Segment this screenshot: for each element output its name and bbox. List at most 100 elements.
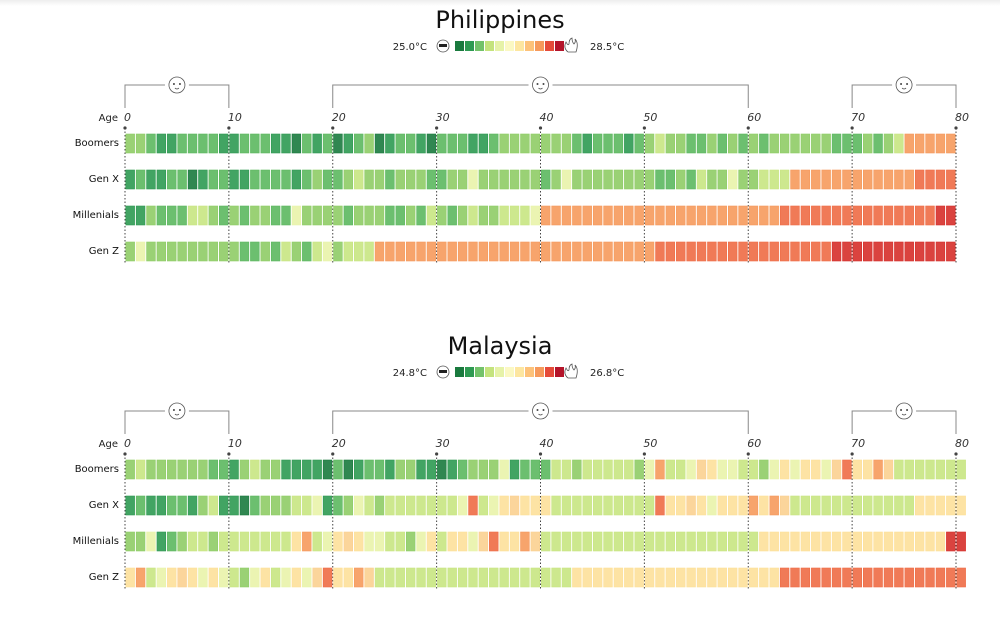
heat-cell — [135, 531, 146, 552]
x-tick-label: 30 — [436, 111, 450, 124]
heat-cell — [935, 495, 946, 516]
heat-cell — [146, 133, 156, 154]
heat-cell — [374, 495, 385, 516]
heat-cell — [437, 531, 447, 552]
heat-cell — [426, 133, 437, 154]
heat-cell — [727, 459, 738, 480]
heat-cell — [499, 495, 509, 516]
heat-cell — [800, 459, 811, 480]
heat-cell — [883, 133, 894, 154]
heat-cell — [395, 133, 405, 154]
heat-cell — [748, 205, 759, 226]
x-tick-label: 10 — [228, 111, 242, 124]
heat-cell — [374, 133, 385, 154]
heat-cell — [509, 459, 520, 480]
heat-cell — [302, 459, 312, 480]
x-tick-dot — [642, 126, 646, 130]
heat-cell — [499, 133, 509, 154]
heat-cell — [167, 205, 177, 226]
heat-cell — [676, 495, 686, 516]
heat-cell — [634, 169, 644, 190]
heat-cell — [914, 169, 925, 190]
heat-cell — [592, 459, 603, 480]
heat-cell — [821, 133, 831, 154]
legend-bin — [555, 367, 564, 377]
heat-cell — [800, 495, 811, 516]
heat-cell — [218, 133, 229, 154]
x-tick-dot — [227, 126, 231, 130]
heat-cell — [509, 241, 520, 262]
x-tick-label: 70 — [851, 437, 865, 450]
heat-cell — [738, 459, 748, 480]
heat-cell — [914, 205, 925, 226]
heat-cell — [551, 169, 561, 190]
heat-cell — [437, 169, 447, 190]
heat-cell — [946, 495, 956, 516]
heat-cell — [540, 241, 551, 262]
heat-cell — [707, 205, 717, 226]
heat-cell — [665, 241, 676, 262]
heat-cell — [457, 459, 468, 480]
elder-face-icon — [895, 76, 913, 94]
heat-cell — [883, 531, 894, 552]
heat-cell — [904, 567, 914, 588]
heat-cell — [437, 241, 447, 262]
heat-cell — [863, 205, 873, 226]
heat-cell — [925, 133, 935, 154]
heat-cell — [946, 241, 956, 262]
adult-face-icon-eye-left — [536, 409, 539, 411]
adult-face-icon-eye-right — [542, 409, 545, 411]
x-tick-dot — [123, 452, 127, 456]
heat-cell — [686, 459, 696, 480]
heat-cell — [426, 531, 437, 552]
heat-cell — [727, 133, 738, 154]
heat-cell — [540, 205, 551, 226]
heat-cell — [842, 567, 852, 588]
heat-cell — [935, 205, 946, 226]
heat-cell — [717, 133, 727, 154]
heat-cell — [457, 531, 468, 552]
heat-cell — [644, 531, 655, 552]
heat-cell — [302, 495, 312, 516]
heat-cell — [156, 169, 167, 190]
heat-cell — [863, 169, 873, 190]
heat-cell — [582, 567, 592, 588]
heat-cell — [790, 459, 800, 480]
heat-cell — [489, 169, 499, 190]
heat-cell — [914, 459, 925, 480]
heat-cell — [530, 459, 540, 480]
heat-cell — [468, 133, 478, 154]
heat-cell — [291, 241, 302, 262]
heat-cell — [167, 459, 177, 480]
heat-cell — [291, 169, 302, 190]
heat-cell — [592, 241, 603, 262]
heat-cell — [696, 531, 707, 552]
x-tick-label: 20 — [332, 437, 346, 450]
heat-cell — [759, 531, 769, 552]
heat-cell — [717, 169, 727, 190]
heat-cell — [821, 459, 831, 480]
heat-cell — [904, 169, 914, 190]
heat-cell — [447, 567, 457, 588]
heat-cell — [302, 169, 312, 190]
x-tick-dot — [227, 452, 231, 456]
elder-face-icon — [895, 402, 913, 420]
heat-cell — [634, 241, 644, 262]
heat-cell — [333, 495, 343, 516]
heat-cell — [946, 459, 956, 480]
heat-cell — [177, 495, 187, 516]
heat-cell — [831, 495, 842, 516]
adult-face-icon — [532, 76, 549, 94]
heat-cell — [676, 205, 686, 226]
heat-cell — [956, 495, 966, 516]
heat-cell — [914, 531, 925, 552]
heat-cell — [489, 459, 499, 480]
heat-cell — [925, 459, 935, 480]
heat-cell — [146, 567, 156, 588]
heat-cell — [624, 205, 634, 226]
heat-cell — [281, 531, 291, 552]
heat-cell — [676, 241, 686, 262]
x-tick-dot — [850, 452, 854, 456]
legend-bin — [465, 367, 474, 377]
heat-cell — [613, 169, 624, 190]
